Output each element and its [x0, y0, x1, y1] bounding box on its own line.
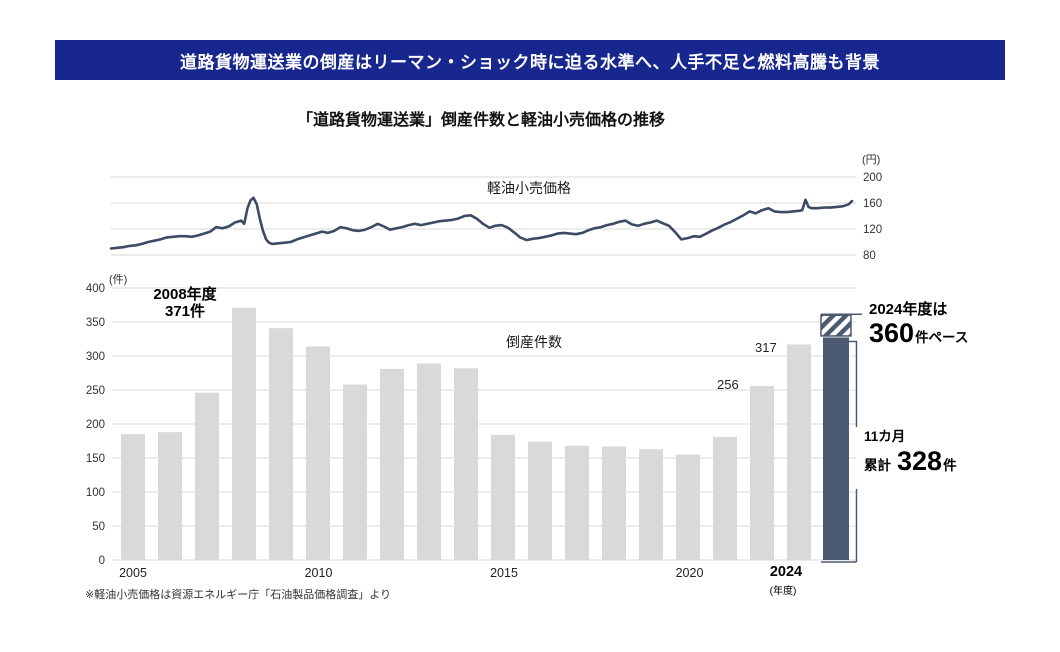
bar-2017 — [565, 445, 589, 560]
cumulative-line1: 11カ月 — [864, 429, 906, 444]
cumulative-bracket — [821, 340, 858, 563]
bar-2010 — [306, 346, 330, 560]
bar-2024-pace-hatched — [820, 314, 852, 337]
value-label-2023: 317 — [755, 340, 777, 355]
source-footnote: ※軽油小売価格は資源エネルギー庁「石油製品価格調査」より — [85, 589, 391, 601]
bar-axis-unit: (件) — [109, 273, 127, 286]
chart-title: 「道路貨物運送業」倒産件数と軽油小売価格の推移 — [296, 112, 665, 129]
price-y-tick-label: 80 — [863, 250, 876, 262]
diesel-price-line — [109, 196, 854, 250]
annotation-2008-year: 2008年度 — [153, 286, 217, 303]
x-tick-2005: 2005 — [119, 566, 147, 580]
bar-2006 — [158, 432, 182, 560]
bar-2024-cumulative — [823, 337, 849, 560]
bankruptcy-bars — [121, 307, 852, 560]
axis-tick-labels: 80 120 160 200 (円) 0 50 100 150 200 250 300 350 400 (件… — [86, 154, 882, 567]
bar-2016 — [528, 441, 552, 560]
annotation-brackets — [821, 313, 862, 563]
bar-y-tick-label: 0 — [99, 555, 105, 567]
annotation-2024-pace: 2024年度は 360 件ペース — [869, 301, 969, 348]
headline-banner: 道路貨物運送業の倒産はリーマン・ショック時に迫る水準へ、人手不足と燃料高騰も背景 — [55, 40, 1005, 80]
x-tick-2015: 2015 — [490, 566, 518, 580]
bar-y-tick-label: 100 — [86, 487, 105, 499]
bar-2012 — [380, 368, 404, 560]
diesel-price-polyline — [109, 196, 854, 250]
x-tick-2024: 2024 — [769, 564, 803, 580]
price-y-tick-label: 160 — [863, 198, 882, 210]
bar-2019 — [639, 449, 663, 560]
cumulative-value: 328 — [897, 446, 943, 477]
bar-2014 — [454, 368, 478, 560]
annotation-cumulative: 11カ月 累計 328 件 — [864, 429, 957, 475]
headline-text: 道路貨物運送業の倒産はリーマン・ショック時に迫る水準へ、人手不足と燃料高騰も背景 — [180, 52, 880, 72]
cumulative-prefix: 累計 — [864, 458, 891, 474]
bar-series-label: 倒産件数 — [506, 334, 562, 350]
bar-y-tick-label: 200 — [86, 419, 105, 431]
bar-2008 — [232, 307, 256, 560]
price-series-label: 軽油小売価格 — [487, 180, 571, 196]
bar-2015 — [491, 434, 515, 560]
bar-2005 — [121, 434, 145, 560]
bar-2020 — [676, 454, 700, 560]
x-axis-unit-note: (年度) — [769, 586, 797, 597]
x-tick-2020: 2020 — [675, 566, 704, 580]
price-axis-unit: (円) — [862, 154, 880, 166]
bar-2013 — [417, 363, 441, 560]
cumulative-suffix: 件 — [943, 458, 957, 474]
annotation-2008-count: 371件 — [164, 303, 206, 321]
bar-y-tick-label: 400 — [86, 283, 105, 295]
bar-2022 — [750, 385, 774, 560]
price-y-tick-label: 200 — [863, 172, 882, 184]
value-label-2022: 256 — [717, 377, 739, 392]
bar-y-tick-label: 350 — [86, 317, 105, 329]
pace-suffix: 件ペース — [915, 329, 969, 345]
bar-2007 — [195, 392, 219, 560]
bar-2011 — [343, 384, 367, 560]
bar-2023 — [787, 344, 811, 560]
annotation-2008-peak: 2008年度 371件 — [124, 286, 246, 321]
bar-2018 — [602, 446, 626, 560]
pace-line1: 2024年度は — [869, 301, 948, 318]
price-y-tick-label: 120 — [863, 224, 882, 236]
bar-y-tick-label: 300 — [86, 351, 105, 363]
bar-y-tick-label: 50 — [92, 521, 105, 533]
bar-y-tick-label: 150 — [86, 453, 105, 465]
bar-2009 — [269, 328, 293, 560]
x-tick-2010: 2010 — [304, 566, 333, 580]
bar-y-tick-label: 250 — [86, 385, 105, 397]
gridlines — [111, 176, 856, 561]
pace-value: 360 — [869, 317, 915, 348]
bar-2021 — [713, 436, 737, 560]
